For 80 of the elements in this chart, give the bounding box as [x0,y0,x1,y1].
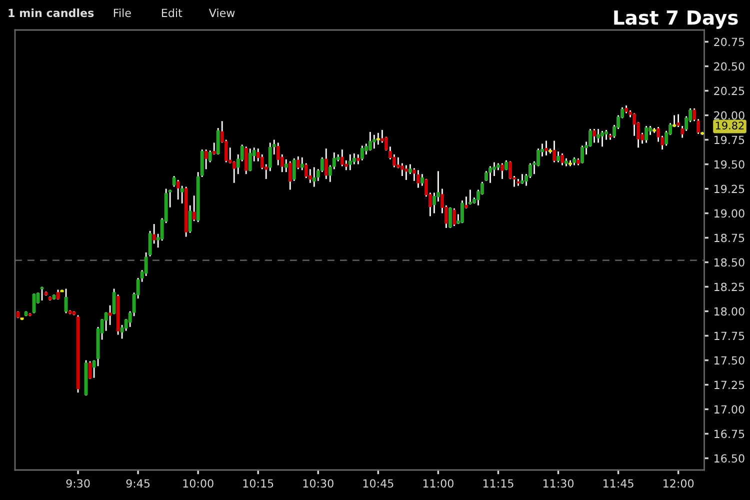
candlestick [600,130,604,148]
candlestick [340,148,344,167]
y-tick-label: 17.75 [714,332,744,340]
y-tick-label: 19.75 [714,136,744,144]
candlestick [520,173,524,185]
candlestick [552,140,556,163]
candlestick [376,132,380,146]
candlestick [468,189,472,206]
x-tick-label: 9:30 [66,479,90,488]
candlestick [248,148,252,172]
candlestick [452,208,456,227]
candlestick [560,152,564,166]
x-tick-label: 11:30 [543,479,574,488]
candlestick [360,144,364,162]
candlestick [556,150,560,163]
candlestick [448,206,452,229]
x-tick-label: 10:45 [363,479,394,488]
y-tick-label: 18.50 [714,258,744,267]
candlestick [416,169,420,188]
y-tick-label: 18.75 [714,234,744,242]
candlestick [500,162,504,180]
candlestick [644,125,648,144]
y-tick-label: 18.00 [714,307,744,316]
candlestick [580,144,584,164]
x-tick-label: 12:00 [664,479,694,488]
candlestick [672,114,676,128]
y-tick-label: 19.25 [714,184,744,194]
candlestick [32,292,36,314]
y-tick-label: 20.25 [714,86,744,96]
y-tick-label: 19.50 [714,160,744,169]
x-tick-label: 10:00 [183,479,214,488]
y-tick-label: 16.50 [714,454,744,463]
annotation: 19.82 [716,122,744,130]
y-tick-label: 20.75 [714,38,744,46]
candlestick [460,200,464,224]
candlestick [544,140,548,156]
candlestick [88,360,92,380]
candlestick [56,288,60,300]
x-tick-label: 9:45 [126,479,150,488]
candlestick [296,156,300,170]
text: 1 min candles [8,8,94,18]
x-tick-label: 10:15 [243,479,274,488]
y-tick-label: 17.50 [714,356,744,365]
y-tick-label: 20.00 [714,111,744,120]
text: Edit [162,8,182,18]
y-tick-label: 20.50 [714,62,744,71]
candlestick [592,128,596,144]
candlestick [348,154,352,171]
candlestick [372,134,376,150]
x-tick-label: 11:45 [604,479,634,488]
candlestick [40,286,44,302]
candlestick [284,158,288,173]
candlestick [484,170,488,182]
candlestick [464,196,468,210]
candlestick [204,148,208,170]
x-tick-label: 11:15 [483,479,514,488]
candlestick [192,194,196,222]
chart-title: Last 7 Days [614,10,738,29]
candlestick [368,131,372,152]
candlestick [312,166,316,188]
candlestick [324,148,328,180]
candlestick [488,166,492,184]
candlestick [676,114,680,128]
y-tick-label: 18.25 [714,282,744,292]
candlestick [288,160,292,190]
candlestick [244,146,248,175]
candlestick [596,128,600,144]
candlestick [64,288,68,314]
x-tick-label: 10:30 [303,479,334,488]
candlestick [176,179,180,200]
text: View [208,8,235,18]
y-tick-label: 17.25 [714,380,744,390]
candlestick [108,304,112,326]
y-tick-label: 19.00 [714,209,744,218]
y-tick-label: 17.00 [714,405,744,414]
candlestick [152,223,156,244]
text: File [114,8,131,18]
candlestick [404,164,408,181]
y-tick-label: 16.75 [714,430,744,438]
x-tick-label: 11:00 [423,479,454,488]
